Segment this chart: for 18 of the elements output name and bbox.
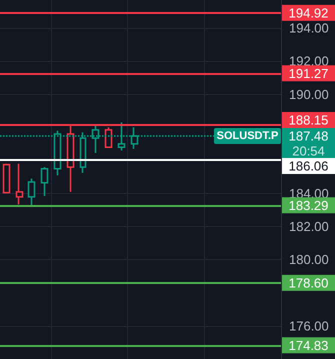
text: 20:54 xyxy=(292,143,325,158)
ref-line-label: 183.29 xyxy=(288,198,328,213)
ref-line-label: 194.92 xyxy=(288,5,328,20)
candlestick xyxy=(28,178,36,207)
text: 187.48 xyxy=(288,128,328,144)
y-tick-label: 190.00 xyxy=(289,86,329,102)
ref-line-label: 178.60 xyxy=(288,275,328,290)
ref-line-label: 188.15 xyxy=(288,112,328,128)
candlestick xyxy=(2,163,10,194)
ref-line-label: 186.06 xyxy=(288,158,328,174)
ref-line-label: 174.83 xyxy=(288,338,328,353)
y-tick-label: 180.00 xyxy=(289,252,329,268)
candlestick xyxy=(40,166,48,197)
y-tick-label: 182.00 xyxy=(289,219,329,234)
y-tick-label: 194.00 xyxy=(289,20,329,36)
ref-line-label: SOLUSDT.P xyxy=(216,130,278,142)
y-tick-label: 176.00 xyxy=(289,318,329,334)
candlestick xyxy=(16,163,24,206)
